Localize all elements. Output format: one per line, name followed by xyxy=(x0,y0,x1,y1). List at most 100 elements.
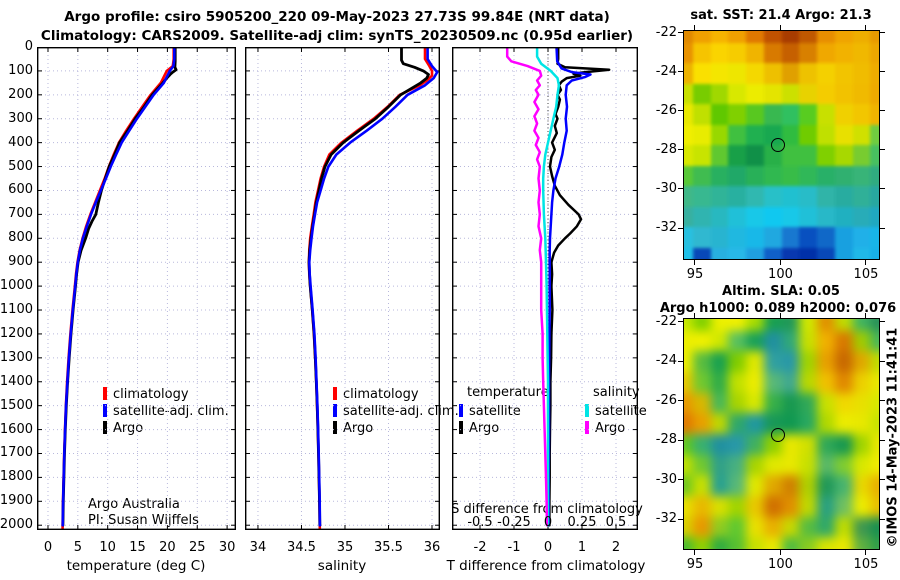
depth-tick-label: 1200 xyxy=(0,325,33,341)
sst_map-tick xyxy=(678,149,683,151)
temperature_profile-xtick-label: 0 xyxy=(43,540,53,555)
sst_map-tick xyxy=(694,25,696,30)
salinity_profile-xtick-label: 36 xyxy=(423,540,441,555)
sla_map-tick xyxy=(880,479,885,481)
legend-label: climatology xyxy=(343,387,419,402)
figure-title-line1: Argo profile: csiro 5905200_220 09-May-2… xyxy=(64,9,610,25)
sst_map-tick xyxy=(865,25,867,30)
difference_profile-s-tick-label: 0.25 xyxy=(567,515,597,530)
salinity_profile-xtick-label: 34 xyxy=(249,540,267,555)
depth-tick-label: 200 xyxy=(8,86,33,102)
temperature_profile-xtick-label: 15 xyxy=(129,540,146,555)
sst_map-tick xyxy=(678,110,683,112)
sst_map-tick xyxy=(779,25,781,30)
sst_map-tick xyxy=(880,32,885,34)
depth-tick-label: 1400 xyxy=(0,373,33,389)
difference_profile-xtick-label: -2 xyxy=(473,540,487,555)
sst_map-tick xyxy=(678,188,683,190)
legend-label: climatology xyxy=(113,387,189,402)
sst_map-tick xyxy=(678,32,683,34)
depth-tick-label: 700 xyxy=(8,206,33,222)
depth-tick-label: 1100 xyxy=(0,302,33,318)
t-satellite-swatch xyxy=(459,404,463,417)
difference_profile-series-temperature-argo xyxy=(548,47,611,527)
sst_map-tick xyxy=(694,260,696,265)
sst_map-frame xyxy=(683,30,880,260)
depth-tick-label: 800 xyxy=(8,230,33,246)
sla_map-tick xyxy=(678,439,683,441)
imos-watermark: ©IMOS 14-May-2023 11:41:41 xyxy=(885,327,900,548)
s-argo-swatch xyxy=(585,421,589,434)
depth-tick-label: 100 xyxy=(8,62,33,78)
sst_map-lat-tick-label: -26 xyxy=(655,102,677,118)
depth-tick-label: 1000 xyxy=(0,278,33,294)
temperature_profile-plot xyxy=(37,47,236,530)
temperature_profile-xtick-label: 10 xyxy=(99,540,116,555)
sst_map-field xyxy=(683,30,880,260)
sst-map-title: sat. SST: 21.4 Argo: 21.3 xyxy=(690,8,872,23)
legend-label: satellite-adj. clim. xyxy=(113,404,229,419)
legend-label: Argo xyxy=(595,421,626,436)
climatology-swatch xyxy=(333,387,337,400)
sst_map-lat-tick-label: -32 xyxy=(655,220,677,235)
depth-tick-label: 900 xyxy=(8,254,33,270)
sla_map-tick xyxy=(865,313,867,318)
temperature_profile-series-argo xyxy=(61,47,178,527)
t-difference-axis-label: T difference from climatology xyxy=(446,558,646,574)
legend-diff-s-argo: Argo xyxy=(585,421,625,436)
sla_map-lat-tick-label: -22 xyxy=(655,313,677,329)
legend-sal-argo: Argo xyxy=(333,421,373,436)
argo-swatch xyxy=(103,421,107,434)
sla_map-lat-tick-label: -30 xyxy=(655,471,677,487)
difference_profile-xtick-label: 1 xyxy=(577,540,587,555)
sla_map-frame xyxy=(683,318,880,550)
legend-label: satellite xyxy=(469,404,521,419)
t-argo-swatch xyxy=(459,421,463,434)
legend-diff-t-argo: Argo xyxy=(459,421,499,436)
difference_profile-xtick-label: 2 xyxy=(611,540,621,555)
legend-label: Argo xyxy=(343,421,374,436)
depth-tick-label: 2000 xyxy=(0,517,33,533)
sst_map-tick xyxy=(880,227,885,229)
sst_map-tick xyxy=(880,188,885,190)
sla-map-title-line1: Altim. SLA: 0.05 xyxy=(722,284,840,299)
depth-tick-label: 500 xyxy=(8,158,33,174)
sst_map xyxy=(683,30,880,260)
difference_profile-s-tick-label: -0.5 xyxy=(467,515,493,530)
difference_profile-plot xyxy=(452,47,638,530)
salinity_profile-series-satellite-adj--clim- xyxy=(308,47,439,527)
sla_map-tick xyxy=(880,439,885,441)
satellite-clim-swatch xyxy=(333,404,337,417)
depth-tick-label: 1800 xyxy=(0,469,33,485)
legend-label: satellite xyxy=(595,404,647,419)
sst_map-lon-tick-label: 95 xyxy=(686,267,704,282)
temperature_profile-series-climatology xyxy=(61,47,175,530)
sla_map-tick xyxy=(678,518,683,520)
depth-tick-label: 0 xyxy=(24,39,33,54)
sla_map xyxy=(683,318,880,550)
salinity-axis-label: salinity xyxy=(317,558,367,574)
sla_map-lat-tick-label: -26 xyxy=(655,392,677,408)
depth-tick-label: 300 xyxy=(8,110,33,126)
legend-sal-satellite-clim: satellite-adj. clim. xyxy=(333,404,459,419)
sst_map-tick xyxy=(779,260,781,265)
sla_map-tick xyxy=(678,400,683,402)
sla_map-tick xyxy=(880,518,885,520)
sst_map-float-position-marker xyxy=(771,138,786,152)
sst_map-tick xyxy=(880,110,885,112)
depth-tick-label: 1500 xyxy=(0,397,33,413)
sla_map-tick xyxy=(678,321,683,323)
sla_map-tick xyxy=(694,313,696,318)
sst_map-lon-tick-label: 105 xyxy=(853,267,879,282)
temperature_profile-xtick-label: 5 xyxy=(73,540,82,555)
legend-sal-climatology: climatology xyxy=(333,387,419,402)
sla_map-tick xyxy=(694,550,696,555)
depth-tick-label: 400 xyxy=(8,134,33,150)
difference_profile-s-tick-label: -0.25 xyxy=(497,515,531,530)
temperature_profile-xtick-label: 25 xyxy=(188,540,206,555)
sla_map-tick xyxy=(865,550,867,555)
difference_profile-xtick-label: -1 xyxy=(507,540,521,555)
sla_map-lon-tick-label: 105 xyxy=(853,557,879,572)
salinity_profile-xtick-label: 34.5 xyxy=(286,540,316,555)
